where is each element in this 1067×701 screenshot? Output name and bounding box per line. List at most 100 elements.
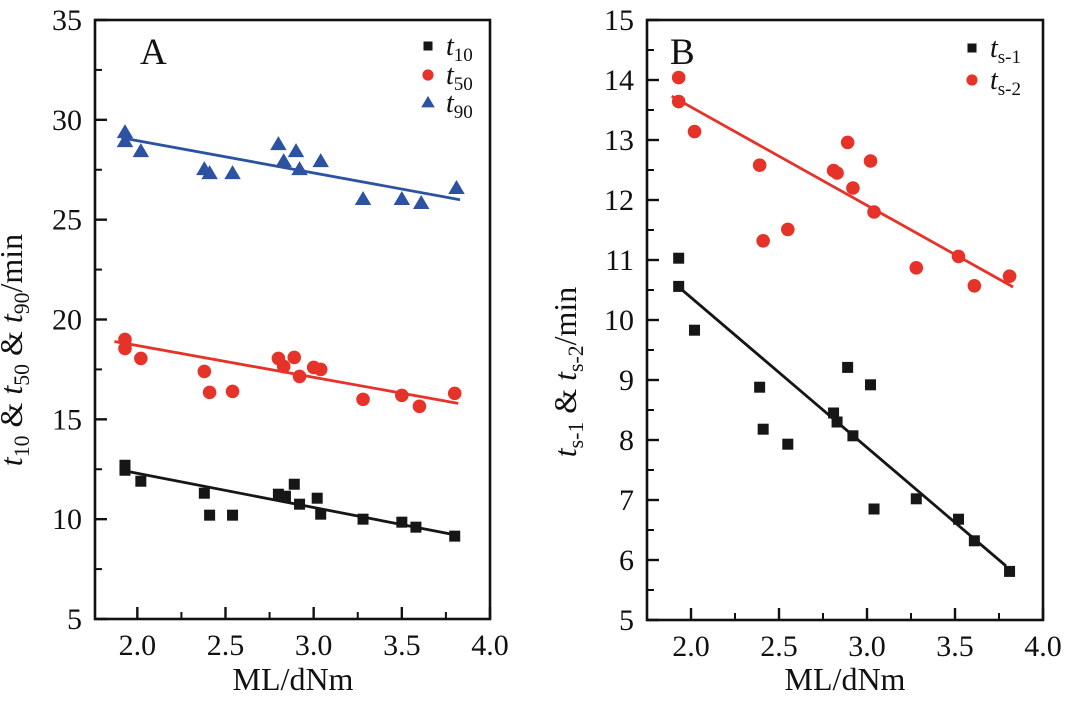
data-point-ts-2 xyxy=(1002,269,1017,284)
y-axis-title: t10 & t50 & t90/min xyxy=(0,234,34,466)
data-point-t50 xyxy=(313,362,328,377)
data-point-ts-2 xyxy=(752,158,767,172)
label-segment: 50 xyxy=(454,74,473,95)
label-segment: t xyxy=(0,385,29,395)
label-segment: t xyxy=(446,88,455,119)
data-point-ts-2 xyxy=(830,166,844,180)
label-segment: 10 xyxy=(454,45,473,66)
y-tick-label: 8 xyxy=(619,424,634,457)
x-axis-title: ML/dNm xyxy=(233,661,354,697)
panel-A: 2.0 2.5 3.0 3.5 4.0 5 10 15 20 25 30 35 ML/dNm t10 & … xyxy=(0,4,509,697)
data-point-ts-2 xyxy=(756,234,770,248)
data-point-t10 xyxy=(315,508,327,520)
y-tick-label: 5 xyxy=(67,603,82,636)
y-tick-label: 13 xyxy=(604,124,634,157)
data-point-ts-2 xyxy=(840,135,855,150)
legend-label-t90: t90 xyxy=(446,88,473,123)
data-point-t90 xyxy=(132,143,150,158)
legend-label-ts-2: ts-2 xyxy=(990,65,1021,100)
data-point-ts-2 xyxy=(781,222,795,237)
data-point-t90 xyxy=(275,153,292,168)
fit-line-t50 xyxy=(114,340,459,405)
panel-letter: A xyxy=(140,32,167,73)
data-point-t50 xyxy=(276,359,291,374)
data-point-ts-2 xyxy=(846,181,860,195)
data-point-t50 xyxy=(412,399,427,414)
data-point-ts-1 xyxy=(842,361,854,373)
x-tick-label: 3.5 xyxy=(936,630,974,663)
data-point-t50 xyxy=(225,384,240,399)
legend-marker-t10 xyxy=(423,41,433,51)
data-point-t90 xyxy=(201,165,218,180)
data-point-t50 xyxy=(202,385,217,400)
legend-marker-t50 xyxy=(422,69,434,81)
series-t10 xyxy=(119,459,461,542)
data-point-t10 xyxy=(279,490,291,502)
label-segment: /min xyxy=(0,234,29,293)
legend-label-ts-1: ts-1 xyxy=(990,33,1021,68)
data-point-t50 xyxy=(447,386,462,401)
label-segment: & xyxy=(0,323,29,364)
data-point-t10 xyxy=(198,487,210,499)
fit-line-ts-2 xyxy=(670,94,1014,289)
data-point-ts-1 xyxy=(865,379,877,391)
data-point-t90 xyxy=(116,133,134,148)
label-segment: s-1 xyxy=(998,47,1021,68)
data-point-t10 xyxy=(311,492,323,504)
y-axis-title: ts-1 & ts-2/min xyxy=(547,287,588,458)
data-point-t50 xyxy=(134,351,148,366)
data-point-t50 xyxy=(356,392,370,407)
data-point-ts-1 xyxy=(910,493,922,505)
y-tick-label: 7 xyxy=(619,484,634,517)
series-t90 xyxy=(116,124,465,210)
label-segment: t xyxy=(990,33,999,64)
y-tick-label: 20 xyxy=(52,304,82,337)
data-point-t10 xyxy=(357,513,369,525)
data-point-ts-1 xyxy=(782,438,794,450)
data-point-t10 xyxy=(272,488,284,500)
data-point-ts-2 xyxy=(967,279,982,293)
legend: ts-1ts-2 xyxy=(966,33,1021,100)
data-point-ts-2 xyxy=(863,154,878,168)
data-point-ts-2 xyxy=(687,124,702,139)
x-axis-title: ML/dNm xyxy=(785,661,906,697)
label-segment: t xyxy=(446,60,455,91)
fit-line-t90 xyxy=(121,136,461,202)
label-segment: s-1 xyxy=(564,422,588,449)
label-segment: /min xyxy=(547,287,583,346)
label-segment: s-2 xyxy=(998,79,1021,100)
y-tick-label: 9 xyxy=(619,364,634,397)
y-tick-label: 30 xyxy=(52,104,82,137)
data-point-t50 xyxy=(287,350,302,365)
data-point-t10 xyxy=(396,516,408,528)
label-segment: & xyxy=(547,381,583,422)
legend-marker-ts-1 xyxy=(967,43,977,53)
data-point-t90 xyxy=(224,165,241,180)
y-tick-label: 25 xyxy=(52,204,82,237)
label-segment: 10 xyxy=(10,435,34,457)
x-tick-label: 2.0 xyxy=(672,630,710,663)
data-point-t90 xyxy=(393,191,411,206)
data-point-ts-1 xyxy=(828,407,840,419)
data-point-ts-1 xyxy=(754,381,766,393)
label-segment: t xyxy=(0,313,29,323)
plot-frame xyxy=(645,18,1045,622)
y-tick-label: 6 xyxy=(619,544,634,577)
data-point-t50 xyxy=(197,364,212,379)
fit-line-t10 xyxy=(121,468,457,537)
data-point-t90 xyxy=(354,191,372,206)
data-point-ts-2 xyxy=(671,70,686,85)
label-segment: & xyxy=(0,395,29,436)
data-point-t10 xyxy=(288,478,300,490)
y-tick-label: 14 xyxy=(604,64,634,97)
panel-B: 2.0 2.5 3.0 3.5 4.056789101112131415ML/dNmts… xyxy=(547,4,1062,697)
y-tick-label: 10 xyxy=(604,304,634,337)
x-tick-label: 3.0 xyxy=(848,630,886,663)
label-segment: 50 xyxy=(10,364,34,386)
data-point-t10 xyxy=(135,475,147,487)
data-point-ts-1 xyxy=(1004,565,1016,577)
data-point-t90 xyxy=(448,180,465,195)
